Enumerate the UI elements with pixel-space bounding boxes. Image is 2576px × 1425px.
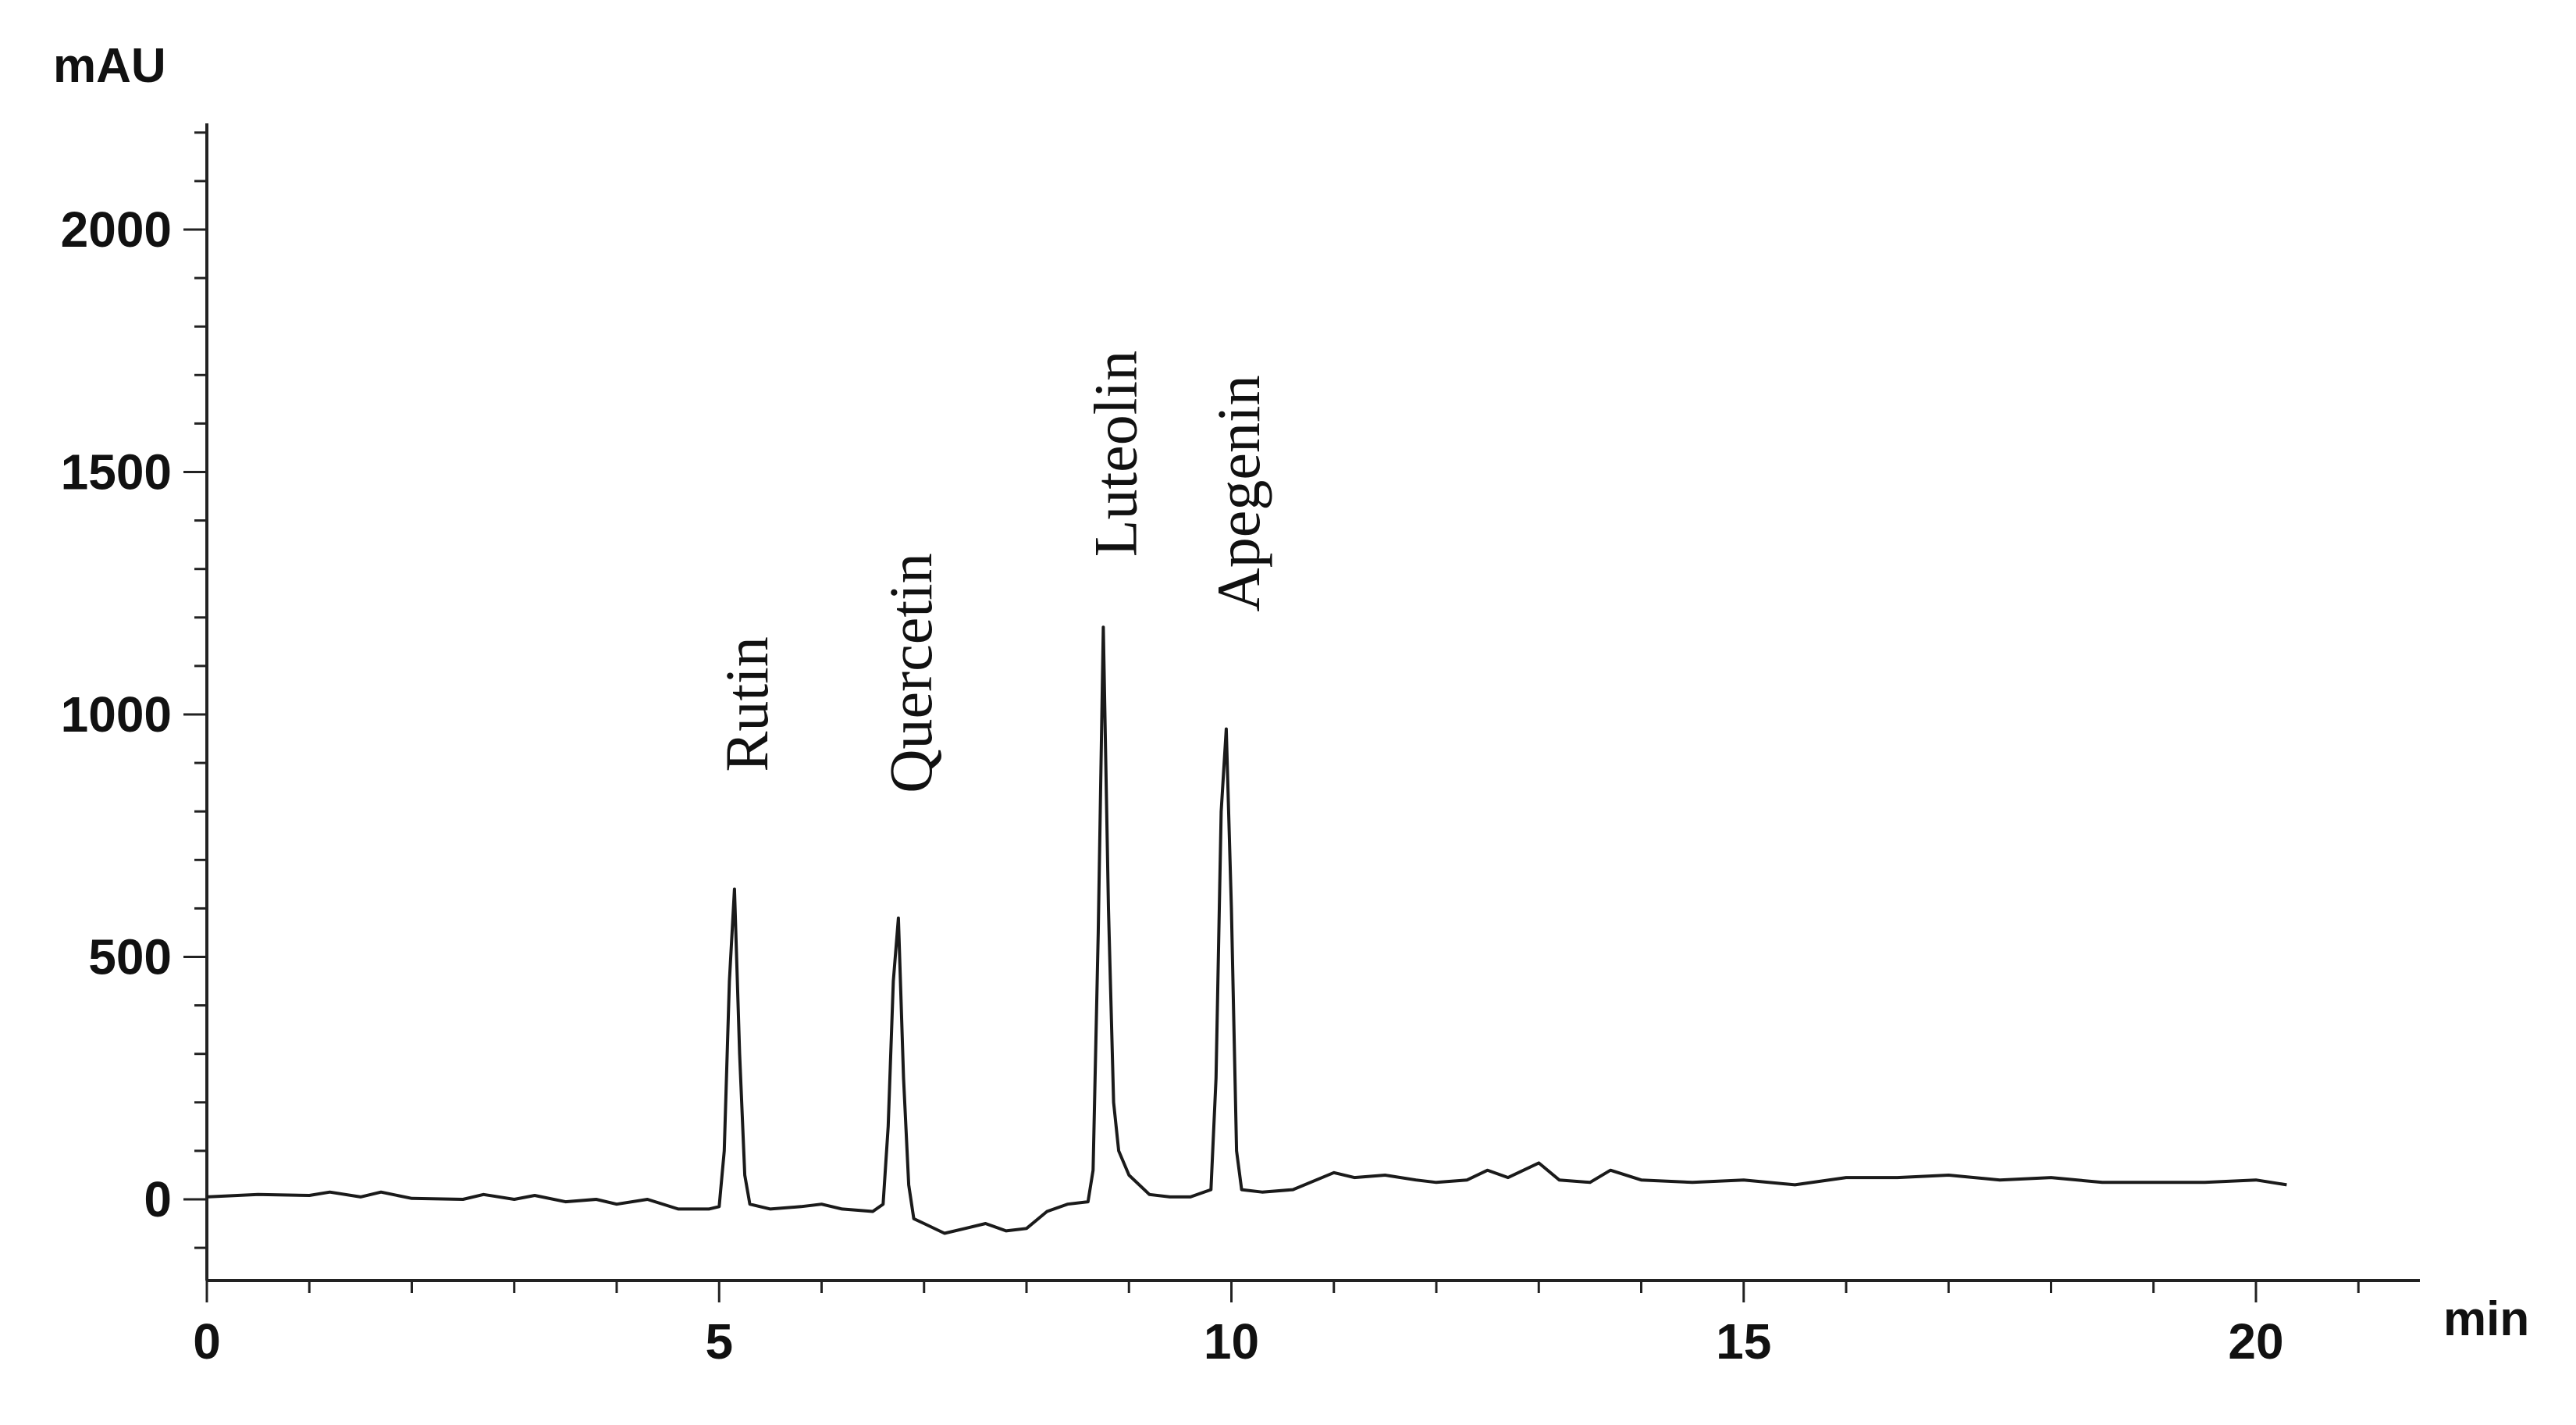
y-axis-label: mAU [53,39,166,93]
y-tick-label: 1000 [61,686,172,743]
x-tick-label: 0 [193,1313,221,1370]
peak-labels: Rutin Quercetin Luteolin Apegenin [713,351,1272,793]
trace-group [206,625,2287,1235]
x-tick-label: 15 [1716,1313,1771,1370]
y-tick-label: 2000 [61,201,172,258]
y-tick-label: 1500 [61,444,172,501]
peak-label-rutin: Rutin [713,636,781,771]
peak-label-luteolin: Luteolin [1081,351,1149,557]
x-tick-label: 10 [1204,1313,1259,1370]
peak-label-apegenin: Apegenin [1204,375,1272,611]
peak-label-quercetin: Quercetin [877,553,945,793]
axes [205,123,2420,1282]
x-tick-label: 5 [705,1313,733,1370]
y-tick-label: 500 [88,929,172,985]
x-tick-label: 20 [2228,1313,2283,1370]
ticks: 0 500 1000 1500 2000 0 5 10 15 20 [61,131,2360,1370]
chromatogram-trace [206,625,2287,1235]
y-tick-label: 0 [144,1171,172,1227]
x-axis-label: min [2443,1292,2529,1346]
